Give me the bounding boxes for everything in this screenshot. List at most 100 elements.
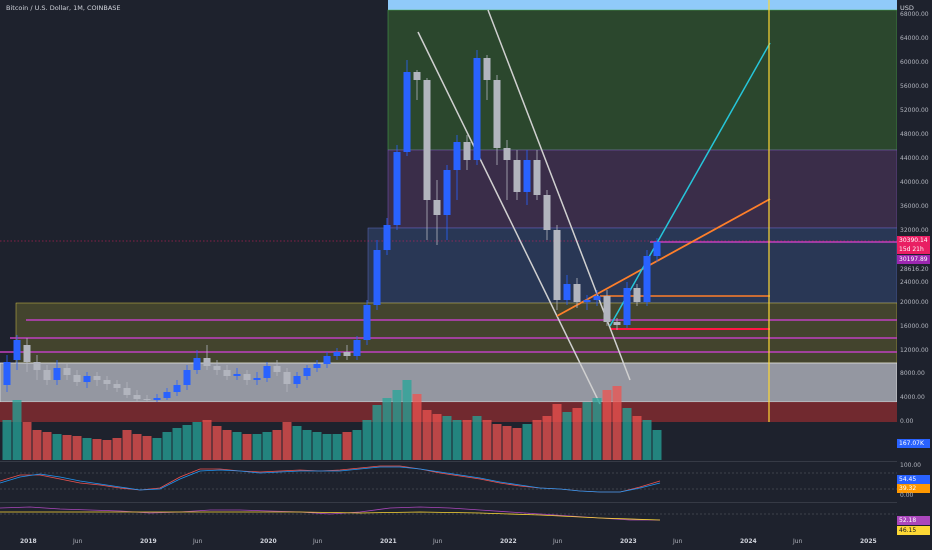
volume-bar <box>422 410 432 460</box>
volume-bar <box>482 420 492 460</box>
panel-separator <box>0 502 897 503</box>
price-tick: 12000.00 <box>900 347 929 354</box>
candle-body <box>423 80 431 200</box>
candle-body <box>143 399 151 400</box>
candle-body <box>613 322 621 325</box>
volume-bar <box>322 434 332 460</box>
volume-bar <box>432 414 442 460</box>
time-tick: 2021 <box>380 538 397 545</box>
candle-body <box>303 368 311 376</box>
candle-body <box>223 370 231 376</box>
volume-bar <box>592 398 602 460</box>
trend-line-orange <box>556 198 771 317</box>
time-axis[interactable]: 2018 Jun 2019 Jun 2020 Jun 2021 Jun 2022 Jun 2023 J… <box>0 536 897 550</box>
candle-body <box>83 376 91 382</box>
volume-bar <box>382 398 392 460</box>
candle-body <box>293 376 301 384</box>
level-label: 30197.89 <box>897 255 930 264</box>
candle-body <box>513 160 521 192</box>
candle-body <box>253 378 261 380</box>
time-tick: 2023 <box>620 538 637 545</box>
time-tick: 2025 <box>860 538 877 545</box>
zone-red <box>0 402 897 422</box>
volume-bar <box>202 420 212 460</box>
candle-body <box>283 372 291 384</box>
price-tick: 52000.00 <box>900 107 929 114</box>
candle-body <box>333 352 341 356</box>
rsi-line-blue <box>0 466 661 493</box>
volume-bar <box>172 428 182 460</box>
volume-bar <box>412 394 422 460</box>
volume-bar <box>522 424 532 460</box>
volume-bar <box>272 430 282 460</box>
time-tick: 2020 <box>260 538 277 545</box>
trend-line-white-1 <box>417 31 601 405</box>
candle-body <box>13 340 21 360</box>
time-tick: 2022 <box>500 538 517 545</box>
oscillator-panel[interactable] <box>0 502 897 536</box>
candle-body <box>203 358 211 366</box>
price-tick: 60000.00 <box>900 59 929 66</box>
volume-bar <box>392 390 402 460</box>
last-price-label: 30390.14 <box>897 236 930 245</box>
candle-body <box>353 340 361 356</box>
osc-line-yellow <box>0 511 661 521</box>
candle-body <box>453 142 461 170</box>
volume-bar <box>492 424 502 460</box>
price-tick: 64000.00 <box>900 35 929 42</box>
volume-bar <box>62 435 72 460</box>
volume-bar <box>572 408 582 460</box>
volume-bar <box>472 416 482 460</box>
candle-body <box>133 395 141 399</box>
candle-body <box>183 370 191 385</box>
candle-body <box>363 305 371 340</box>
volume-bar <box>212 426 222 460</box>
candle-body <box>473 58 481 160</box>
volume-bar <box>532 420 542 460</box>
time-tick: 2018 <box>20 538 37 545</box>
price-axis[interactable]: USD 68000.00 64000.00 60000.00 56000.00 5200… <box>897 0 932 550</box>
price-tick: 56000.00 <box>900 83 929 90</box>
candle-body <box>193 358 201 370</box>
candle-body <box>483 58 491 80</box>
volume-bar <box>342 432 352 460</box>
candle-body <box>3 362 11 385</box>
time-tick: 2019 <box>140 538 157 545</box>
zone-purple <box>387 149 897 229</box>
volume-bar <box>602 390 612 460</box>
price-tick: 68000.00 <box>900 11 929 18</box>
time-tick: Jun <box>73 538 83 545</box>
price-axis-unit: USD <box>900 4 914 12</box>
volume-bar <box>462 420 472 460</box>
price-tick: 32000.00 <box>900 227 929 234</box>
volume-bar <box>92 439 102 460</box>
rsi-panel[interactable] <box>0 461 897 502</box>
candle-body <box>643 256 651 302</box>
time-tick: Jun <box>433 538 443 545</box>
volume-bar <box>232 432 242 460</box>
volume-bar <box>292 426 302 460</box>
candle-body <box>343 352 351 356</box>
candle-body <box>63 368 71 375</box>
candle-body <box>523 160 531 192</box>
volume-bar <box>312 432 322 460</box>
trend-line-cyan <box>609 42 771 327</box>
time-tick: Jun <box>793 538 803 545</box>
candle-body <box>463 142 471 160</box>
candle-body <box>653 242 661 256</box>
countdown-label: 15d 21h <box>897 245 930 254</box>
volume-bar <box>282 422 292 460</box>
price-chart[interactable] <box>0 0 897 461</box>
rsi-label-b: 39.32 <box>897 484 930 493</box>
candle-body <box>633 288 641 302</box>
candle-body <box>443 170 451 215</box>
candle-body <box>393 152 401 225</box>
volume-bar <box>192 422 202 460</box>
volume-bar <box>2 420 12 460</box>
volume-bar <box>82 438 92 460</box>
zone-blue <box>367 227 897 304</box>
candle-body <box>533 160 541 195</box>
volume-bar <box>652 430 662 460</box>
volume-bar <box>162 432 172 460</box>
volume-bar <box>32 430 42 460</box>
